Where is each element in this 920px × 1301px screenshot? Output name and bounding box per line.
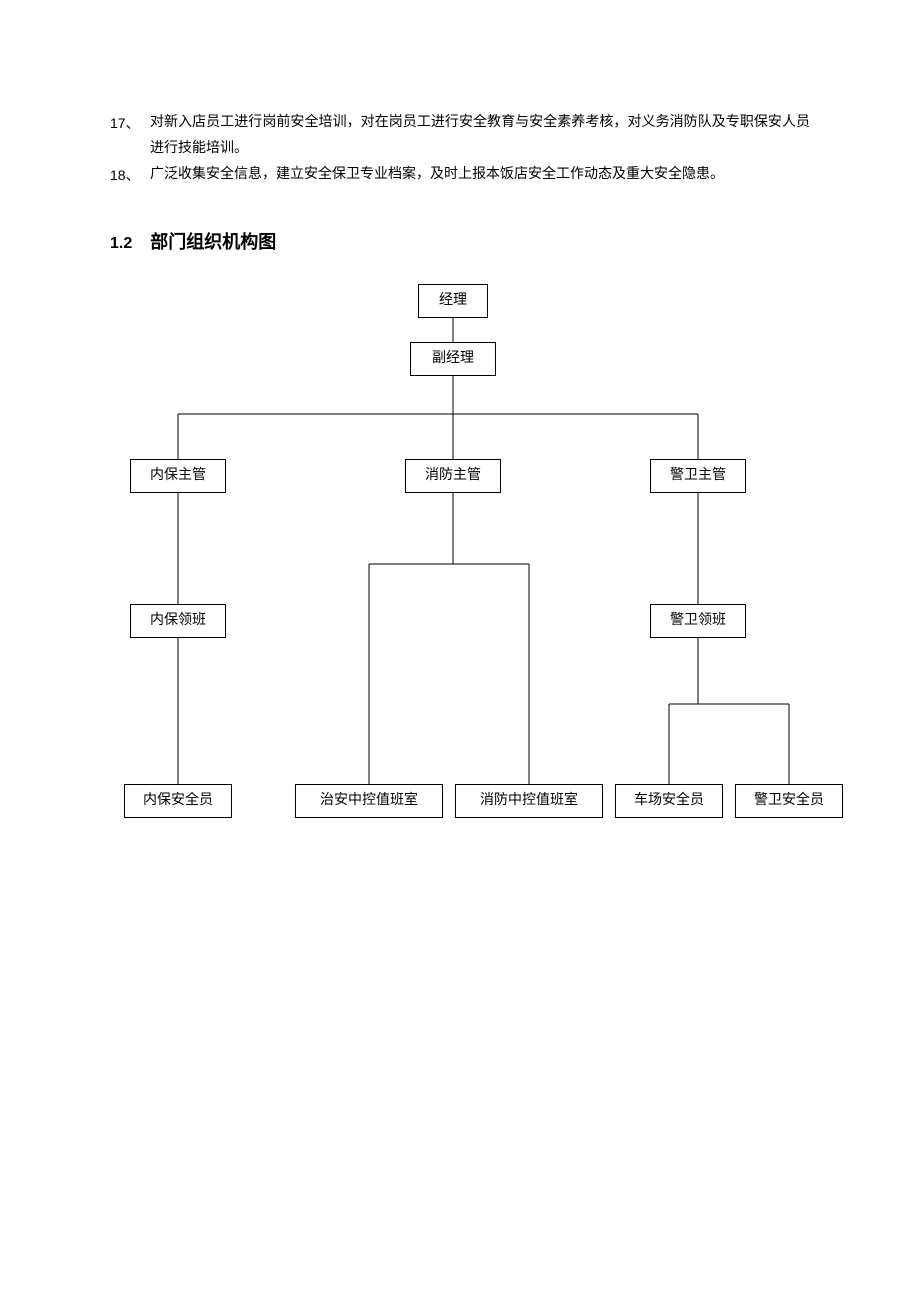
org-node-leaf1: 内保安全员 xyxy=(124,784,232,818)
list-marker: 17、 xyxy=(110,110,150,162)
section-heading: 1.2 部门组织机构图 xyxy=(110,228,810,254)
org-node-mgr: 经理 xyxy=(418,284,488,318)
list-text: 广泛收集安全信息，建立安全保卫专业档案，及时上报本饭店安全工作动态及重大安全隐患… xyxy=(150,162,810,188)
org-node-sup1: 内保主管 xyxy=(130,459,226,493)
org-node-ld1: 内保领班 xyxy=(130,604,226,638)
org-node-leaf3: 消防中控值班室 xyxy=(455,784,603,818)
section-title: 部门组织机构图 xyxy=(150,232,276,252)
org-node-leaf5: 警卫安全员 xyxy=(735,784,843,818)
section-number: 1.2 xyxy=(110,235,132,252)
org-node-sup3: 警卫主管 xyxy=(650,459,746,493)
org-node-ld3: 警卫领班 xyxy=(650,604,746,638)
org-node-leaf2: 治安中控值班室 xyxy=(295,784,443,818)
list-item-17: 17、 对新入店员工进行岗前安全培训，对在岗员工进行安全教育与安全素养考核，对义… xyxy=(110,110,810,162)
list-marker: 18、 xyxy=(110,162,150,188)
list-text: 对新入店员工进行岗前安全培训，对在岗员工进行安全教育与安全素养考核，对义务消防队… xyxy=(150,110,810,162)
org-node-dep: 副经理 xyxy=(410,342,496,376)
list-item-18: 18、 广泛收集安全信息，建立安全保卫专业档案，及时上报本饭店安全工作动态及重大… xyxy=(110,162,810,188)
org-node-leaf4: 车场安全员 xyxy=(615,784,723,818)
org-chart: 经理副经理内保主管 消防主管 警卫主管内保领班 警卫领班内保安全员 治安中控值班室消防中… xyxy=(110,284,810,844)
page-content: 17、 对新入店员工进行岗前安全培训，对在岗员工进行安全教育与安全素养考核，对义… xyxy=(110,110,810,844)
org-node-sup2: 消防主管 xyxy=(405,459,501,493)
